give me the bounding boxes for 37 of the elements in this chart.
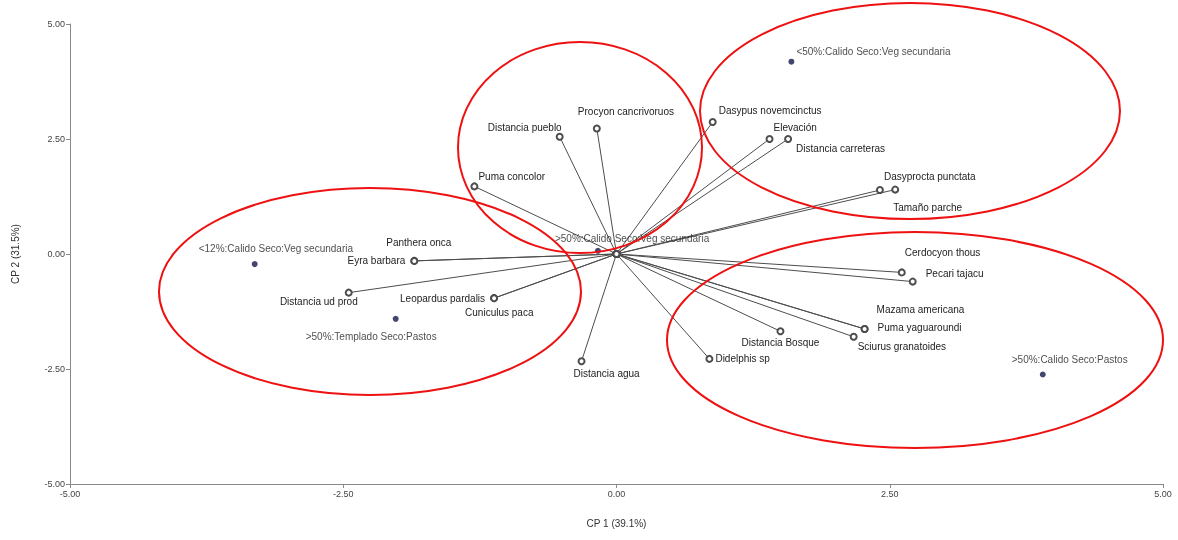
x-tick-label: -5.00 — [59, 488, 81, 499]
text: >50%:Templado Seco:Pastos — [305, 331, 437, 343]
series-label: Puma concolor — [478, 170, 546, 182]
y-tick-label: -5.00 — [44, 479, 65, 489]
series-label: Dasypus novemcinctus — [718, 105, 822, 117]
series-label: Panthera onca — [386, 237, 452, 249]
x-tick-label: 2.50 — [880, 488, 899, 499]
series-label: Dasyprocta punctata — [883, 170, 977, 182]
x-axis-title: CP 1 (39.1%) — [586, 517, 647, 529]
series-label: <50%:Calido Seco:Veg secundaria — [796, 46, 952, 58]
series-label: Distancia ud prod — [279, 296, 358, 308]
y-tick-label: 2.50 — [47, 134, 65, 144]
series-label: Cerdocyon thous — [904, 246, 981, 258]
series-label: Pecari tajacu — [925, 268, 984, 280]
series-label: Procyon cancrivoruos — [577, 105, 674, 117]
series-label: Distancia Bosque — [741, 336, 820, 348]
x-tick-label: 0.00 — [607, 488, 626, 499]
series-label: Distancia pueblo — [487, 122, 563, 134]
series-label: Distancia agua — [573, 367, 641, 379]
series-label: Cuniculus paca — [465, 306, 534, 318]
series-label: Leopardus pardalis — [400, 292, 486, 304]
series-label: Sciurus granatoides — [857, 341, 947, 353]
text: >50%:Calido Seco:Pastos — [1011, 354, 1128, 366]
series-label: Mazama americana — [876, 304, 965, 316]
x-tick-label: 5.00 — [1154, 488, 1172, 499]
y-axis-title: CP 2 (31.5%) — [9, 224, 21, 284]
series-label: Elevación — [773, 121, 817, 133]
x-tick-label: -2.50 — [332, 488, 354, 499]
y-tick-label: -2.50 — [44, 364, 65, 374]
series-label: Eyra barbara — [347, 255, 406, 267]
series-label: Puma yaguaroundi — [877, 322, 962, 334]
text: <12%:Calido Seco:Veg secundaria — [198, 242, 354, 254]
series-label: Tamaño parche — [893, 202, 963, 214]
series-label: Didelphis sp — [715, 353, 771, 365]
y-tick-label: 0.00 — [47, 249, 65, 259]
series-label: Distancia carreteras — [796, 142, 886, 154]
y-tick-label: 5.00 — [47, 19, 65, 29]
